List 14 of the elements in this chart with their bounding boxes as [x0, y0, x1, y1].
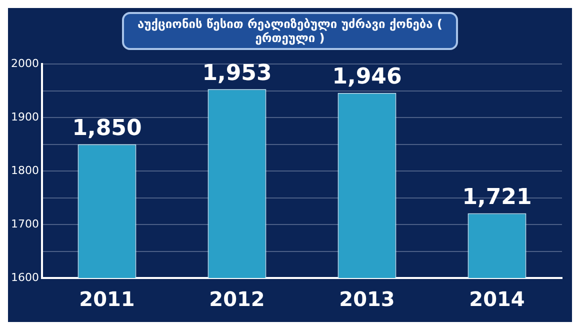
x-tick-label: 2011	[79, 287, 135, 312]
x-tick-label: 2012	[209, 287, 265, 312]
y-tick-label: 1600	[10, 270, 39, 284]
data-label: 1,946	[332, 64, 402, 90]
y-tick-label: 1700	[10, 217, 39, 230]
y-tick-label: 1800	[10, 164, 39, 177]
data-label: 1,953	[202, 60, 272, 86]
x-tick-label: 2014	[469, 287, 525, 312]
chart-title: აუქციონის წესით რეალიზებული უძრავი ქონება ( ერთეული )	[122, 12, 458, 50]
data-label: 1,850	[72, 116, 142, 141]
y-tick-label: 1900	[10, 110, 39, 124]
y-tick-label: 2000	[10, 56, 39, 70]
data-label: 1,721	[462, 184, 532, 210]
x-tick-label: 2013	[339, 287, 395, 312]
